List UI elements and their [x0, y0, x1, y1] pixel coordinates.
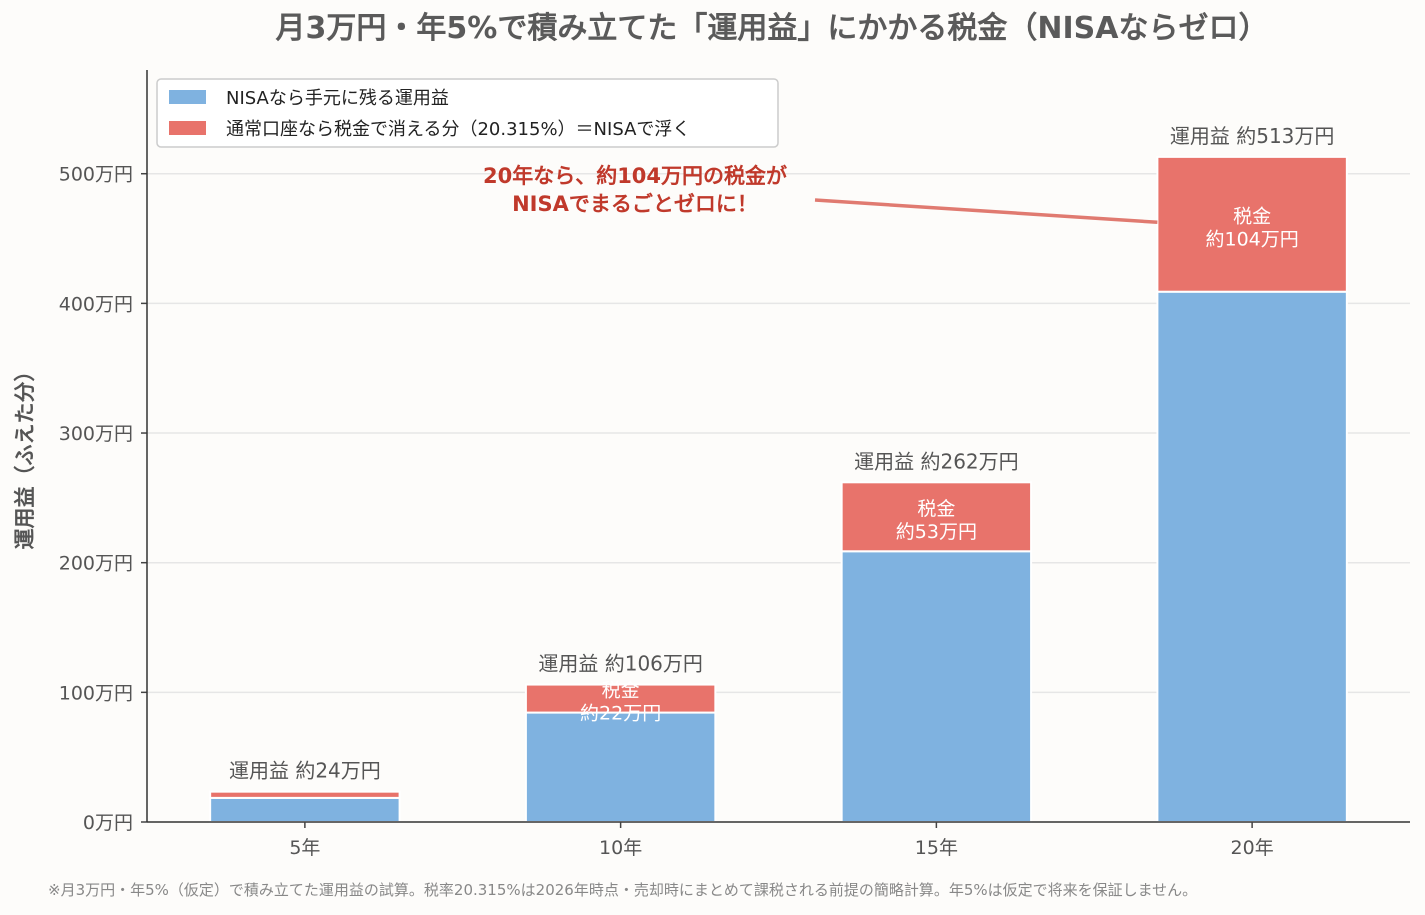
- axis-layer: 0万円 100万円 200万円 300万円 400万円 500万円 5年 10年 15年 20年: [59, 70, 1410, 859]
- total-label-4: 運用益 約513万円: [1170, 124, 1335, 148]
- y-tick-label: 500万円: [59, 164, 133, 186]
- annotation-arrow: [814, 198, 1158, 225]
- y-tick-label: 0万円: [83, 812, 133, 834]
- y-tick-label: 100万円: [59, 682, 133, 704]
- x-tick-label-4: 20年: [1231, 837, 1274, 859]
- x-tick-label-1: 5年: [289, 837, 320, 859]
- y-tick-label: 400万円: [59, 293, 133, 315]
- tax-label-line2-4: 約104万円: [1205, 228, 1298, 250]
- tax-label-line1-4: 税金: [1233, 205, 1271, 227]
- annotation: 20年なら、約104万円の税金が NISAでまるごとゼロに！: [483, 164, 1158, 225]
- bar-nisa-2: [524, 711, 717, 824]
- bar-nisa-4: [1156, 290, 1348, 824]
- annotation-text-1: 20年なら、約104万円の税金が: [483, 164, 787, 188]
- legend: NISAなら手元に残る運用益通常口座なら税金で消える分（20.315%）＝NIS…: [156, 78, 779, 148]
- legend-swatch-1: [169, 90, 206, 104]
- bar-tax-4: [1156, 155, 1348, 293]
- y-tick-label: 200万円: [59, 553, 133, 575]
- bar-nisa-3: [840, 550, 1033, 824]
- y-axis-label: 運用益（ふえた分）: [13, 361, 37, 550]
- bar-tax-1: [209, 790, 401, 799]
- legend-swatch-2: [169, 121, 206, 135]
- total-label-3: 運用益 約262万円: [854, 449, 1019, 473]
- chart-title: 月3万円・年5%で積み立てた「運用益」にかかる税金（NISAならゼロ）: [276, 11, 1269, 46]
- legend-label-2: 通常口座なら税金で消える分（20.315%）＝NISAで浮く: [226, 119, 690, 140]
- bar-tax-2: [524, 683, 717, 714]
- tax-label-line1-2: 税金: [602, 680, 640, 702]
- footnote: ※月3万円・年5%（仮定）で積み立てた運用益の試算。税率20.315%は2026…: [48, 881, 1197, 899]
- bar-nisa-1: [209, 796, 401, 824]
- tax-label-line2-3: 約53万円: [896, 521, 977, 543]
- legend-label-1: NISAなら手元に残る運用益: [226, 88, 449, 109]
- x-tick-label-3: 15年: [915, 837, 958, 859]
- tax-label-line2-2: 約22万円: [580, 703, 661, 725]
- x-tick-label-2: 10年: [599, 837, 642, 859]
- total-label-1: 運用益 約24万円: [229, 759, 381, 783]
- total-label-2: 運用益 約106万円: [538, 652, 703, 676]
- bar-tax-3: [840, 481, 1033, 553]
- y-tick-label: 300万円: [59, 423, 133, 445]
- legend-box: [156, 78, 779, 148]
- tax-label-line1-3: 税金: [917, 498, 955, 520]
- annotation-text-2: NISAでまるごとゼロに！: [512, 192, 758, 216]
